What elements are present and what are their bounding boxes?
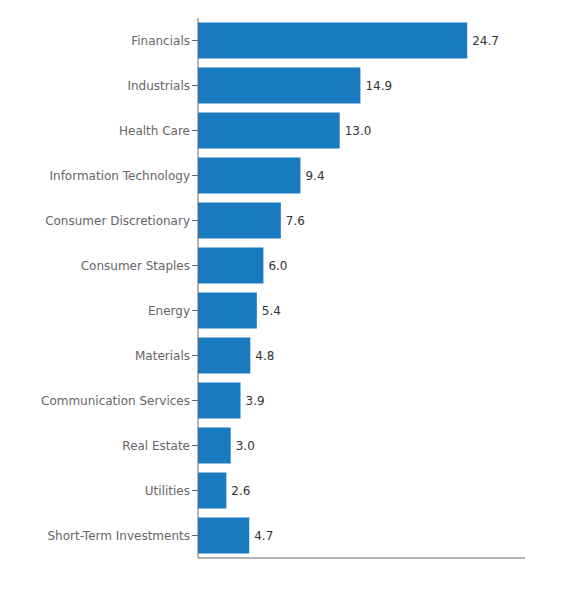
svg-text:Energy: Energy <box>148 304 190 318</box>
svg-text:14.9: 14.9 <box>365 79 392 93</box>
svg-text:Industrials: Industrials <box>127 79 190 93</box>
svg-text:2.6: 2.6 <box>231 484 250 498</box>
svg-text:Short-Term Investments: Short-Term Investments <box>47 529 190 543</box>
svg-text:Information Technology: Information Technology <box>50 169 191 183</box>
svg-text:24.7: 24.7 <box>472 34 499 48</box>
svg-text:Materials: Materials <box>135 349 190 363</box>
svg-text:4.8: 4.8 <box>255 349 274 363</box>
svg-text:13.0: 13.0 <box>345 124 372 138</box>
svg-text:7.6: 7.6 <box>286 214 305 228</box>
svg-text:5.4: 5.4 <box>262 304 281 318</box>
svg-text:9.4: 9.4 <box>305 169 324 183</box>
svg-text:Health Care: Health Care <box>119 124 190 138</box>
svg-text:Consumer Discretionary: Consumer Discretionary <box>45 214 190 228</box>
svg-text:Financials: Financials <box>131 34 190 48</box>
svg-text:4.7: 4.7 <box>254 529 273 543</box>
svg-text:Real Estate: Real Estate <box>122 439 190 453</box>
svg-text:Communication Services: Communication Services <box>41 394 190 408</box>
svg-text:3.0: 3.0 <box>236 439 255 453</box>
svg-text:6.0: 6.0 <box>268 259 287 273</box>
svg-text:Consumer Staples: Consumer Staples <box>81 259 190 273</box>
svg-text:3.9: 3.9 <box>246 394 265 408</box>
svg-text:Utilities: Utilities <box>145 484 190 498</box>
